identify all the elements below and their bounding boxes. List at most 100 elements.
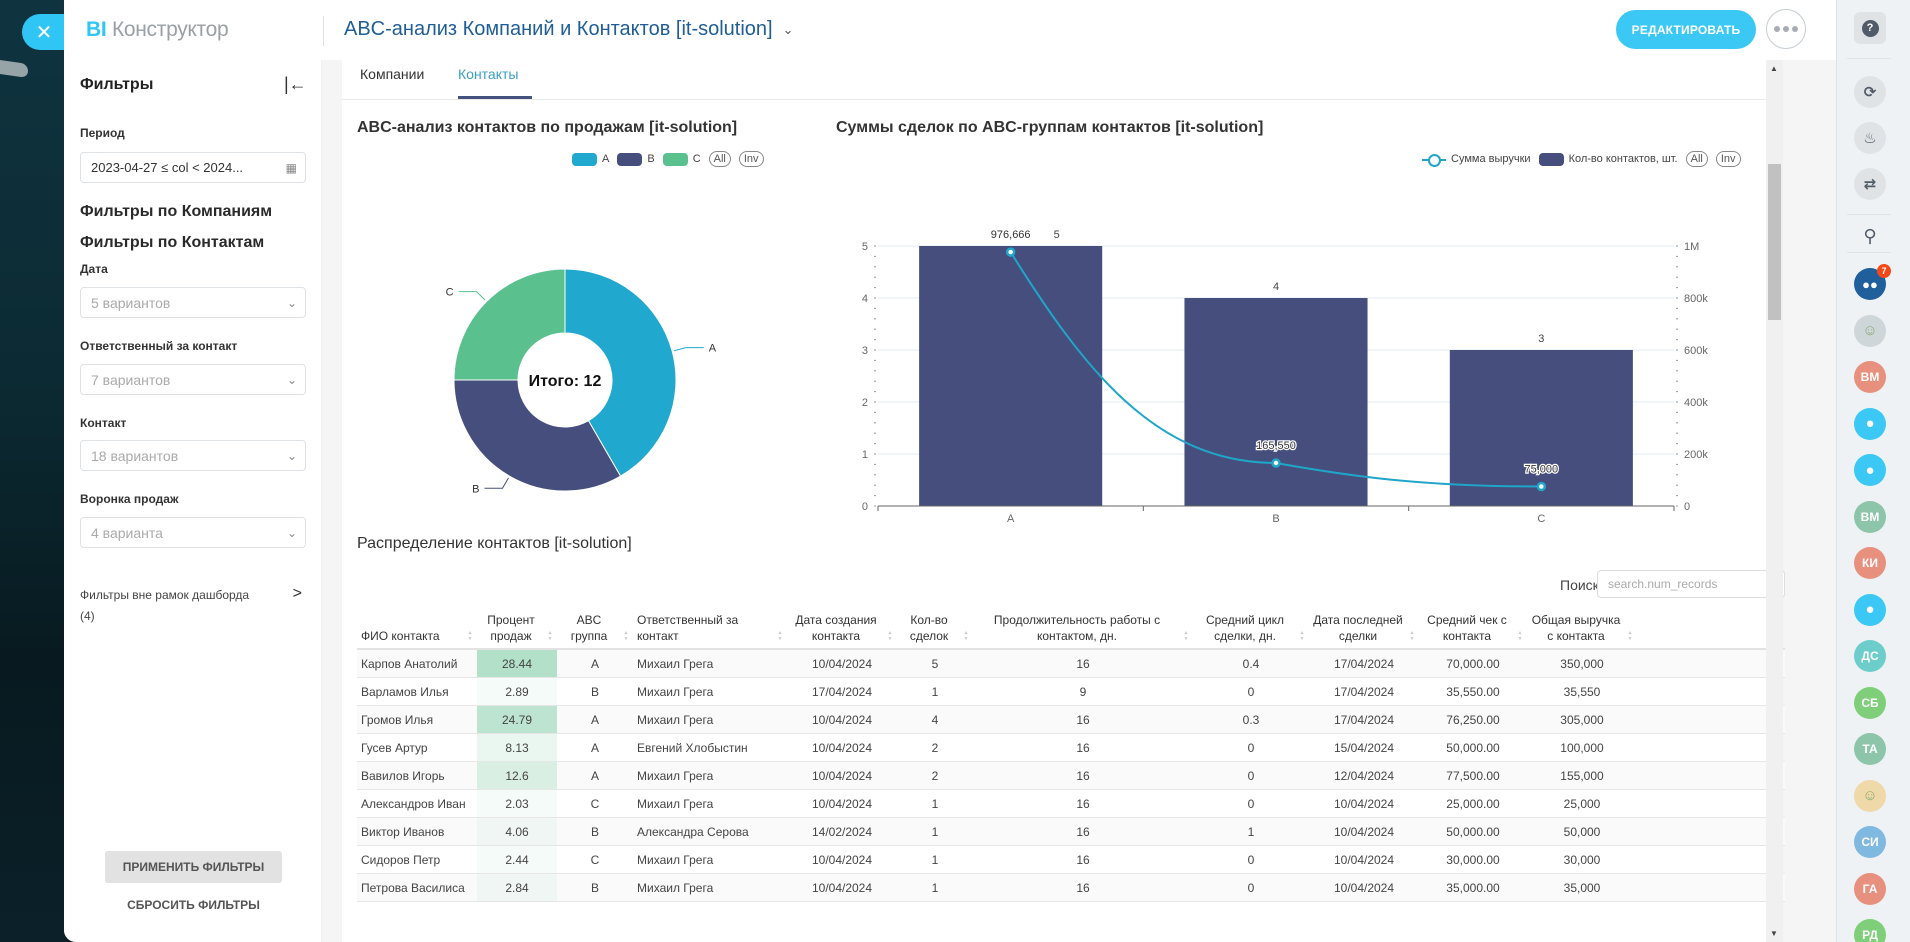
table-row[interactable]: Гусев Артур 8.13 A Евгений Хлобыстин 10/04/2… <box>357 734 1785 762</box>
chat-avatar[interactable]: ДС <box>1854 640 1886 672</box>
dashboard-title-dropdown[interactable]: ABC-анализ Компаний и Контактов [it-solu… <box>344 18 794 41</box>
table-cell: 0 <box>1247 796 1255 811</box>
collapse-sidebar-icon[interactable]: |← <box>284 74 307 94</box>
revenue-point[interactable] <box>1005 247 1016 257</box>
filter-select-date[interactable]: 5 вариантов ⌄ <box>80 287 306 318</box>
bar-b[interactable] <box>1184 298 1368 506</box>
column-header[interactable]: Средний чек с контакта ▲ ▼ <box>1419 606 1527 648</box>
photo-avatar[interactable]: ☺ <box>1854 779 1886 812</box>
chat-avatar[interactable]: КИ <box>1854 547 1886 579</box>
y-right-tick-label: 800k <box>1684 293 1708 305</box>
table-row[interactable]: Петрова Василиса 2.84 B Михаил Грега 10/04/2… <box>357 874 1785 902</box>
apply-filters-button[interactable]: ПРИМЕНИТЬ ФИЛЬТРЫ <box>105 851 282 883</box>
user-clock-icon[interactable]: ● <box>1854 407 1886 440</box>
table-row[interactable]: Варламов Илья 2.89 B Михаил Грега 17/04/2024… <box>357 678 1785 706</box>
revenue-point[interactable] <box>1271 458 1281 468</box>
column-header[interactable]: Продолжительность работы с контактом, дн… <box>973 606 1193 648</box>
table-row[interactable]: Сидоров Петр 2.44 C Михаил Грега 10/04/2024 1… <box>357 846 1785 874</box>
divider <box>1847 252 1891 253</box>
bell-icon[interactable]: ♨ <box>1854 122 1886 154</box>
scroll-up-icon[interactable]: ▲ <box>1770 64 1778 73</box>
table-row[interactable]: Карпов Анатолий 28.44 A Михаил Грега 10/04/2… <box>357 650 1785 678</box>
group-chat-icon[interactable]: ●● 7 <box>1854 264 1891 300</box>
search-icon[interactable]: ⚲ <box>1863 225 1877 246</box>
pie-chart: A B C Итого: 12 <box>446 268 717 495</box>
chat-avatar[interactable]: ГА <box>1854 872 1886 905</box>
sort-icon[interactable]: ▲ ▼ <box>1409 630 1415 642</box>
column-header[interactable]: Процент продаж ▲ ▼ <box>477 606 557 648</box>
legend-item-b[interactable]: B <box>617 152 655 166</box>
sort-icon[interactable]: ▲ ▼ <box>887 630 893 642</box>
table-row[interactable]: Вавилов Игорь 12.6 A Михаил Грега 10/04/2024… <box>357 762 1785 790</box>
chat-avatar[interactable]: СБ <box>1854 686 1886 719</box>
user-clock-icon[interactable]: ● <box>1854 593 1886 626</box>
column-header[interactable]: Дата создания контакта ▲ ▼ <box>787 606 897 648</box>
chat-avatar[interactable]: СИ <box>1854 826 1886 858</box>
sort-icon[interactable]: ▲ ▼ <box>623 630 629 642</box>
legend-item-count[interactable]: Кол-во контактов, шт. <box>1538 152 1678 166</box>
bar-c[interactable] <box>1449 350 1633 506</box>
table-cell: Варламов Илья <box>361 684 449 699</box>
copilot-icon[interactable]: ⟳ <box>1854 76 1886 108</box>
filter-select-contact[interactable]: 18 вариантов ⌄ <box>80 440 306 471</box>
pie-slice-a[interactable] <box>564 268 677 477</box>
help-button[interactable]: ? <box>1854 12 1886 44</box>
sort-icon[interactable]: ▲ ▼ <box>1627 630 1633 642</box>
column-header[interactable]: Средний цикл сделки, дн. ▲ ▼ <box>1193 606 1309 648</box>
legend-all-button[interactable]: All <box>1685 151 1708 167</box>
sort-icon[interactable]: ▲ ▼ <box>777 630 783 642</box>
photo-avatar[interactable]: ☺ <box>1854 314 1886 347</box>
table-cell: A <box>590 768 599 783</box>
person-photo-icon: ☺ <box>1862 787 1878 804</box>
filter-select-responsible[interactable]: 7 вариантов ⌄ <box>80 364 306 395</box>
chat-avatar[interactable]: ВМ <box>1854 500 1886 533</box>
chat-list-icon[interactable]: ⇄ <box>1854 168 1886 200</box>
reset-filters-button[interactable]: СБРОСИТЬ ФИЛЬТРЫ <box>127 898 260 912</box>
sort-icon[interactable]: ▲ ▼ <box>1299 630 1305 642</box>
sort-icon[interactable]: ▲ ▼ <box>467 630 473 642</box>
column-header[interactable]: ABC группа ▲ ▼ <box>557 606 633 648</box>
sort-icon[interactable]: ▲ ▼ <box>963 630 969 642</box>
chat-avatar[interactable]: ТА <box>1854 733 1886 765</box>
more-button[interactable] <box>1766 9 1806 49</box>
sort-icon[interactable]: ▲ ▼ <box>1183 630 1189 642</box>
filter-select-funnel[interactable]: 4 варианта ⌄ <box>80 517 306 548</box>
section-contacts: Фильтры по Контактам <box>80 234 265 251</box>
table-row[interactable]: Виктор Иванов 4.06 B Александра Серова 14/02… <box>357 818 1785 846</box>
column-header[interactable]: Дата последней сделки ▲ ▼ <box>1309 606 1419 648</box>
sort-icon[interactable]: ▲ ▼ <box>1517 630 1523 642</box>
legend-all-button[interactable]: All <box>708 151 731 167</box>
revenue-point[interactable] <box>1536 481 1547 492</box>
edit-button[interactable]: РЕДАКТИРОВАТЬ <box>1616 10 1756 49</box>
period-input[interactable]: 2023-04-27 ≤ col < 2024... ▦ <box>80 152 306 183</box>
scroll-down-icon[interactable]: ▼ <box>1770 929 1778 938</box>
column-header[interactable]: Общая выручка с контакта ▲ ▼ <box>1527 606 1637 648</box>
user-clock-icon[interactable]: ● <box>1854 454 1886 486</box>
legend-invert-button[interactable]: Inv <box>1715 151 1741 167</box>
table-row[interactable]: Громов Илья 24.79 A Михаил Грега 10/04/2024 4… <box>357 706 1785 734</box>
tab-companies[interactable]: Компании <box>360 66 425 82</box>
column-header[interactable]: Ответственный за контакт ▲ ▼ <box>633 606 787 648</box>
legend-invert-button[interactable]: Inv <box>738 151 764 167</box>
filter-value: 5 вариантов <box>91 294 171 311</box>
outside-filters-link[interactable]: Фильтры вне рамок дашборда (4) > <box>80 585 306 627</box>
column-header[interactable]: ФИО контакта ▲ ▼ <box>357 606 477 648</box>
legend-item-revenue[interactable]: Сумма выручки <box>1422 153 1531 167</box>
column-header[interactable]: Кол-во сделок ▲ ▼ <box>897 606 973 648</box>
search-input[interactable] <box>1597 570 1785 598</box>
table-cell: Михаил Грега <box>637 712 714 727</box>
sort-icon[interactable]: ▲ ▼ <box>547 630 553 642</box>
page-scrollbar[interactable]: ▲ ▼ <box>1766 60 1783 942</box>
tab-contacts[interactable]: Контакты <box>458 66 519 82</box>
legend-item-c[interactable]: C <box>662 152 701 166</box>
page-scroll-thumb[interactable] <box>1768 164 1781 320</box>
pie-slice-b[interactable] <box>453 379 622 492</box>
chat-avatar[interactable]: ВМ <box>1854 361 1886 393</box>
column-header-label: ФИО контакта <box>361 629 440 643</box>
chat-avatar[interactable]: РД <box>1854 919 1886 942</box>
close-slider-button[interactable]: ✕ <box>22 14 66 50</box>
legend-item-a[interactable]: A <box>572 152 609 166</box>
table-row[interactable]: Александров Иван 2.03 C Михаил Грега 10/04/2… <box>357 790 1785 818</box>
pie-slice-c[interactable] <box>453 268 566 381</box>
bar-a[interactable] <box>919 246 1103 506</box>
